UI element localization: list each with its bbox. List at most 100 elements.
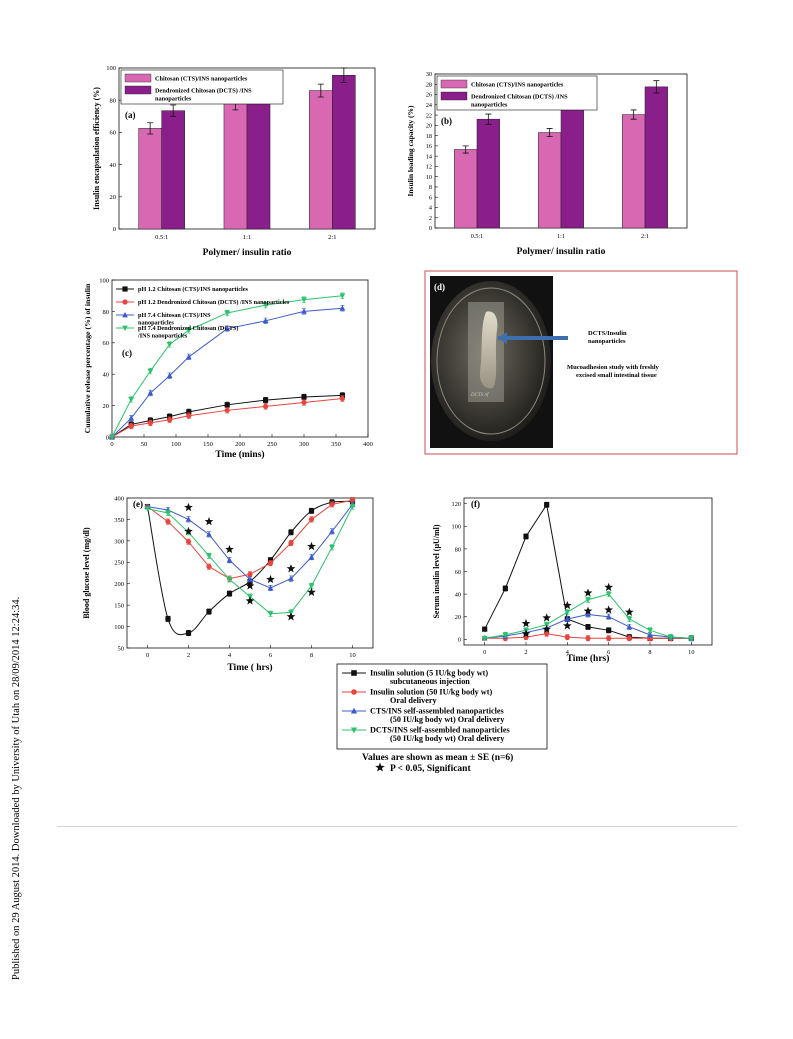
photo-panel-label: (d) — [434, 282, 445, 292]
legend-swatch — [440, 79, 468, 89]
data-point — [147, 389, 154, 396]
significance-star — [307, 587, 316, 597]
data-point — [147, 368, 154, 375]
bar — [560, 97, 584, 229]
y-tick-label: 20 — [455, 614, 461, 621]
data-point — [288, 540, 294, 546]
y-tick-label: 6 — [429, 194, 432, 201]
error-bar — [147, 122, 154, 135]
x-axis-label: Time (mins) — [215, 449, 264, 460]
data-point — [165, 510, 171, 517]
data-point — [329, 501, 335, 508]
chart-legend: Chitosan (CTS)/INS nanoparticles Dendroni… — [120, 69, 284, 105]
legend-label: Chitosan (CTS)/INS nanoparticles — [155, 76, 248, 83]
data-point — [301, 399, 307, 406]
significance-star — [624, 607, 634, 616]
y-tick-label: 40 — [103, 372, 110, 379]
x-tick-label: 4 — [228, 652, 232, 659]
significance-star — [604, 582, 614, 592]
x-tick-label: 8 — [310, 652, 313, 659]
data-point — [224, 310, 231, 317]
data-point — [626, 635, 632, 641]
data-point — [339, 395, 345, 402]
panel-label: (b) — [441, 116, 452, 126]
y-tick-label: 100 — [106, 65, 116, 72]
y-tick-label: 20 — [103, 403, 110, 410]
legend-marker — [122, 286, 128, 292]
x-tick-label: 200 — [235, 441, 245, 448]
y-tick-label: 40 — [110, 162, 117, 169]
photo-arrow-label-1: DCTS/Insulin — [588, 330, 627, 337]
data-point — [329, 544, 335, 551]
data-point — [339, 305, 346, 311]
y-tick-label: 60 — [103, 340, 110, 347]
significance-star — [204, 516, 214, 526]
line-chart-e: 0 2 4 6 8 10 50 100 150 200 250 300 350 400 Time ( hrs… — [82, 495, 374, 673]
y-tick-label: 100 — [114, 624, 124, 631]
data-point — [267, 557, 274, 563]
x-tick-label: 6 — [607, 649, 610, 656]
y-tick-label: 150 — [114, 603, 124, 610]
data-point — [224, 325, 231, 332]
legend-swatch — [124, 85, 152, 95]
legend-label: nanoparticles — [155, 96, 192, 103]
data-point — [502, 632, 509, 638]
data-point — [502, 585, 508, 592]
y-tick-label: 50 — [118, 645, 125, 652]
x-tick-label: 2:1 — [328, 234, 336, 241]
legend-marker — [122, 325, 128, 332]
legend-marker — [350, 727, 358, 734]
data-point — [523, 533, 529, 540]
data-point — [206, 553, 212, 559]
data-point — [339, 392, 345, 398]
y-tick-label: 80 — [103, 309, 110, 316]
significance-star — [562, 621, 572, 630]
data-point — [605, 591, 612, 598]
data-point — [288, 529, 294, 535]
error-bar — [340, 67, 347, 83]
significance-star-icon — [375, 762, 385, 772]
legend-label-line2: Oral delivery — [390, 696, 438, 705]
data-point — [606, 627, 612, 633]
y-tick-label: 0 — [113, 226, 116, 233]
data-point — [185, 327, 192, 334]
bar — [309, 90, 333, 230]
data-point — [224, 407, 230, 413]
y-tick-label: 0 — [106, 434, 109, 441]
plot-frame — [463, 497, 713, 646]
data-point — [482, 626, 488, 632]
significance-star — [184, 526, 193, 536]
y-tick-label: 350 — [114, 517, 124, 524]
y-tick-label: 20 — [426, 123, 432, 130]
data-point — [564, 609, 571, 616]
data-point — [606, 635, 612, 641]
data-point — [301, 297, 307, 303]
legend-label-line1: DCTS/INS self-assembled nanoparticles — [370, 726, 510, 735]
significance-star — [583, 606, 593, 615]
download-watermark: Published on 29 August 2014. Downloaded … — [11, 597, 22, 980]
x-tick-label: 50 — [141, 441, 148, 448]
error-bar — [653, 80, 660, 94]
download-watermark-text: Published on 29 August 2014. Downloaded … — [11, 597, 22, 980]
data-point — [585, 635, 591, 641]
petri-dish-rim — [436, 287, 546, 435]
data-point — [647, 627, 653, 634]
data-point — [226, 557, 233, 563]
x-tick-label: 0 — [483, 649, 486, 656]
significance-star — [286, 564, 296, 573]
x-tick-label: 4 — [566, 649, 570, 656]
significance-star — [583, 588, 593, 597]
legend-marker — [351, 670, 357, 676]
legend-marker — [122, 311, 128, 318]
data-point — [109, 434, 115, 441]
bar — [246, 84, 271, 230]
data-point — [308, 583, 315, 589]
y-tick-label: 100 — [99, 277, 109, 284]
data-point — [165, 518, 171, 525]
data-point — [206, 531, 212, 537]
data-point — [206, 608, 212, 615]
y-tick-label: 8 — [429, 184, 432, 191]
legend-swatch — [124, 73, 152, 83]
